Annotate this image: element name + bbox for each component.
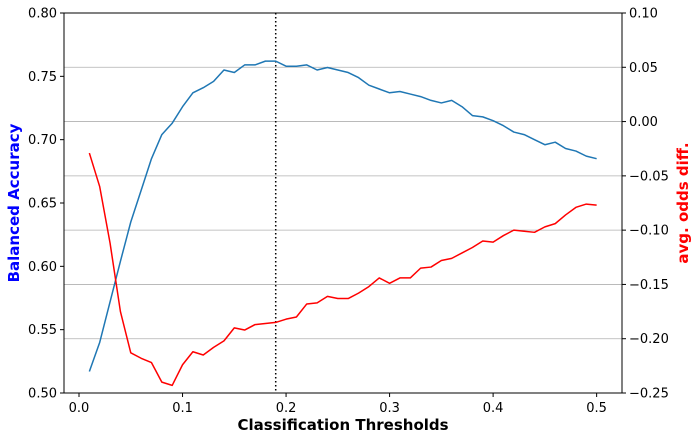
left-tick-label: 0.60 <box>28 260 57 275</box>
right-tick-label: 0.10 <box>629 7 658 22</box>
left-axis-ticks: 0.50 0.55 0.60 0.65 0.70 0.75 0.80 <box>28 7 64 402</box>
right-tick-label: −0.20 <box>629 332 669 347</box>
x-tick-label: 0.2 <box>276 401 297 416</box>
right-tick-label: 0.00 <box>629 115 658 130</box>
right-tick-label: −0.15 <box>629 278 669 293</box>
x-tick-label: 0.1 <box>172 401 193 416</box>
x-axis-title: Classification Thresholds <box>237 416 448 434</box>
right-tick-label: −0.10 <box>629 224 669 239</box>
x-tick-label: 0.4 <box>483 401 504 416</box>
left-tick-label: 0.50 <box>28 387 57 402</box>
right-axis-title: avg. odds diff. <box>674 142 692 263</box>
x-tick-label: 0.5 <box>586 401 607 416</box>
x-tick-label: 0.3 <box>379 401 400 416</box>
left-tick-label: 0.55 <box>28 323 57 338</box>
right-axis-ticks: −0.25 −0.20 −0.15 −0.10 −0.05 0.00 0.05 0.10 <box>622 7 669 402</box>
balanced-accuracy-line <box>88 60 597 372</box>
right-tick-label: −0.25 <box>629 387 669 402</box>
left-axis-title: Balanced Accuracy <box>5 123 23 282</box>
left-tick-label: 0.65 <box>28 197 57 212</box>
grid-lines <box>64 12 622 394</box>
left-tick-label: 0.75 <box>28 70 57 85</box>
left-tick-label: 0.80 <box>28 7 57 22</box>
avg-odds-diff-line <box>88 152 597 387</box>
right-tick-label: −0.05 <box>629 169 669 184</box>
x-tick-label: 0.0 <box>69 401 90 416</box>
right-tick-label: 0.05 <box>629 61 658 76</box>
left-tick-label: 0.70 <box>28 133 57 148</box>
series-lines <box>88 60 597 387</box>
x-axis-ticks: 0.0 0.1 0.2 0.3 0.4 0.5 <box>69 393 607 416</box>
